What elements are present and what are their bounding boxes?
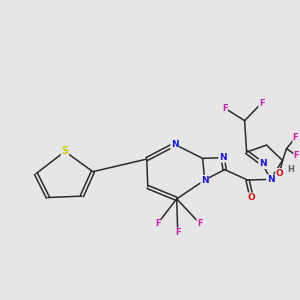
Text: F: F [222, 103, 227, 112]
Text: F: F [175, 228, 181, 237]
Text: H: H [287, 165, 294, 174]
Text: N: N [171, 140, 178, 149]
Text: O: O [248, 193, 256, 202]
Text: N: N [219, 153, 226, 162]
Text: F: F [294, 151, 299, 160]
Text: N: N [259, 160, 266, 169]
Text: F: F [259, 99, 264, 108]
Text: F: F [293, 133, 298, 142]
Text: O: O [276, 169, 283, 178]
Text: S: S [61, 146, 68, 156]
Text: F: F [197, 219, 203, 228]
Text: N: N [201, 176, 208, 184]
Text: N: N [267, 175, 274, 184]
Text: F: F [155, 219, 161, 228]
